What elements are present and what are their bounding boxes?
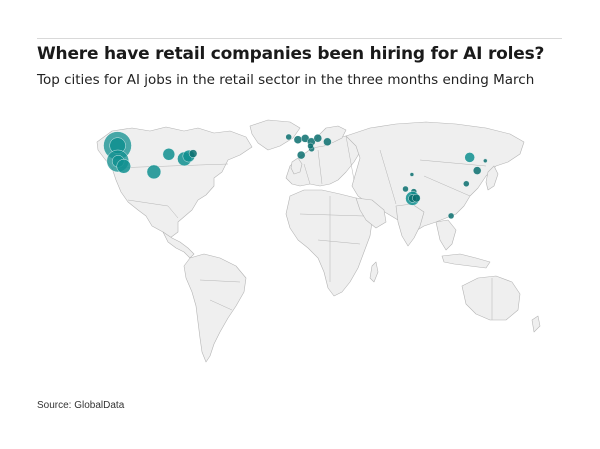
land-arabia xyxy=(355,197,387,229)
city-bubble xyxy=(285,133,292,141)
city-bubble xyxy=(409,172,415,177)
land-greenland xyxy=(249,119,301,151)
border-asia-2 xyxy=(419,159,487,167)
border-africa-2 xyxy=(317,239,361,245)
border-europe-2 xyxy=(317,149,323,185)
border-south-america-2 xyxy=(209,299,233,311)
land-india xyxy=(395,203,425,247)
land-southeast-asia xyxy=(435,219,457,251)
city-bubble xyxy=(447,212,455,220)
chart-title: Where have retail companies been hiring … xyxy=(37,44,545,64)
bubble-layer xyxy=(103,131,488,220)
city-bubble xyxy=(146,164,162,180)
city-bubble xyxy=(473,166,482,175)
city-bubble xyxy=(293,135,303,144)
country-borders xyxy=(111,135,493,320)
city-bubble xyxy=(412,193,421,203)
land-north-america xyxy=(96,126,253,239)
city-bubble xyxy=(162,148,176,161)
border-us-mexico xyxy=(127,199,179,219)
city-bubble xyxy=(313,133,322,143)
land-uk xyxy=(290,157,303,175)
land-madagascar xyxy=(369,261,379,283)
border-south-america-1 xyxy=(199,279,241,283)
land-layer xyxy=(96,119,541,363)
land-africa xyxy=(285,189,373,297)
city-bubble xyxy=(323,137,332,147)
land-south-america xyxy=(183,253,247,363)
border-us-canada xyxy=(111,163,229,169)
chart-subtitle: Top cities for AI jobs in the retail sec… xyxy=(37,72,535,88)
border-russia xyxy=(345,135,355,181)
city-bubble xyxy=(307,142,314,150)
land-australia xyxy=(461,275,521,321)
top-rule xyxy=(37,38,562,39)
city-bubble xyxy=(402,185,409,193)
border-europe-1 xyxy=(303,163,311,185)
border-china xyxy=(423,175,471,197)
border-asia-1 xyxy=(379,149,397,205)
city-bubble xyxy=(188,149,198,158)
city-bubble xyxy=(463,180,470,188)
city-bubble xyxy=(483,158,488,164)
land-central-america xyxy=(162,231,195,259)
city-bubble xyxy=(297,150,306,160)
land-new-zealand xyxy=(531,315,541,333)
border-africa-1 xyxy=(299,213,365,217)
source-note: Source: GlobalData xyxy=(37,400,125,411)
land-indonesia xyxy=(441,253,491,269)
city-bubble xyxy=(464,152,475,163)
city-bubble xyxy=(116,159,131,174)
land-asia xyxy=(345,121,525,233)
land-japan xyxy=(485,165,499,191)
